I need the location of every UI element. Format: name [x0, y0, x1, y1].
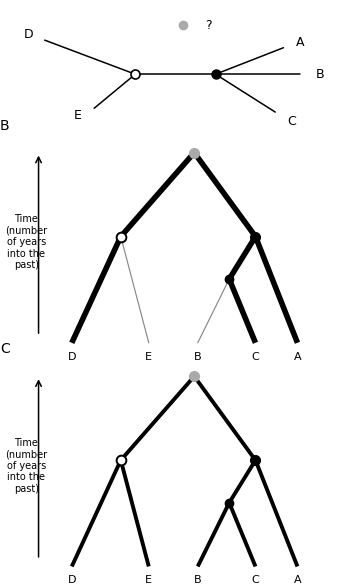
- Text: B: B: [194, 352, 202, 362]
- Text: B: B: [0, 119, 10, 132]
- Text: Time
(number
of years
into the
past): Time (number of years into the past): [5, 437, 47, 494]
- Text: C: C: [0, 342, 10, 356]
- Text: A: A: [294, 576, 301, 586]
- Text: A: A: [296, 35, 304, 49]
- Text: D: D: [67, 352, 76, 362]
- Text: Time
(number
of years
into the
past): Time (number of years into the past): [5, 214, 47, 270]
- Text: C: C: [252, 576, 259, 586]
- Text: A: A: [294, 352, 301, 362]
- Text: C: C: [287, 115, 296, 128]
- Text: E: E: [145, 576, 152, 586]
- Text: C: C: [252, 352, 259, 362]
- Text: B: B: [194, 576, 202, 586]
- Text: D: D: [24, 28, 33, 41]
- Text: E: E: [74, 109, 82, 122]
- Text: ?: ?: [205, 18, 212, 32]
- Text: D: D: [67, 576, 76, 586]
- Text: E: E: [145, 352, 152, 362]
- Text: B: B: [316, 68, 325, 81]
